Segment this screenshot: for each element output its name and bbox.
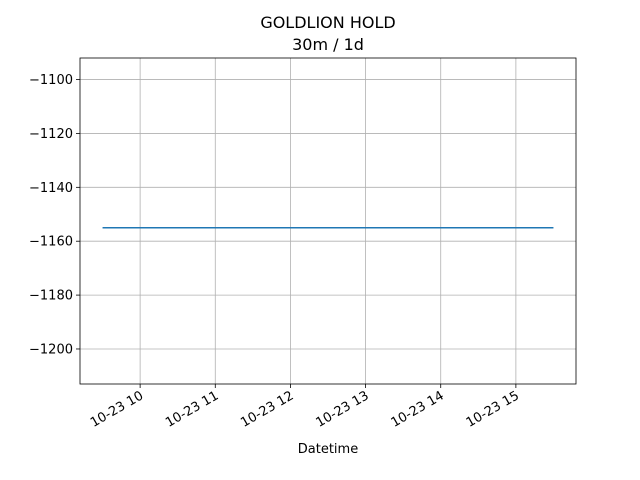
- y-axis: −1100 −1120 −1140 −1160 −1180 −1200: [29, 73, 80, 357]
- x-axis: 10-23 10 10-23 11 10-23 12 10-23 13 10-23 14…: [88, 384, 522, 431]
- x-tick-label: 10-23 14: [389, 388, 447, 430]
- x-tick-label: 10-23 11: [163, 388, 221, 430]
- y-tick-label: −1100: [29, 73, 73, 88]
- y-tick-label: −1180: [29, 289, 73, 304]
- chart-title: GOLDLION HOLD: [260, 13, 395, 32]
- y-tick-label: −1160: [29, 235, 73, 250]
- x-tick-label: 10-23 13: [313, 388, 371, 430]
- x-tick-label: 10-23 10: [88, 388, 146, 430]
- y-tick-label: −1120: [29, 127, 73, 142]
- x-axis-label: Datetime: [298, 442, 358, 457]
- grid: [80, 58, 576, 384]
- x-tick-label: 10-23 12: [238, 388, 296, 430]
- y-tick-label: −1140: [29, 181, 73, 196]
- plot-frame: [79, 57, 577, 385]
- chart-subtitle: 30m / 1d: [292, 35, 364, 54]
- y-tick-label: −1200: [29, 342, 73, 357]
- x-tick-label: 10-23 15: [464, 388, 522, 430]
